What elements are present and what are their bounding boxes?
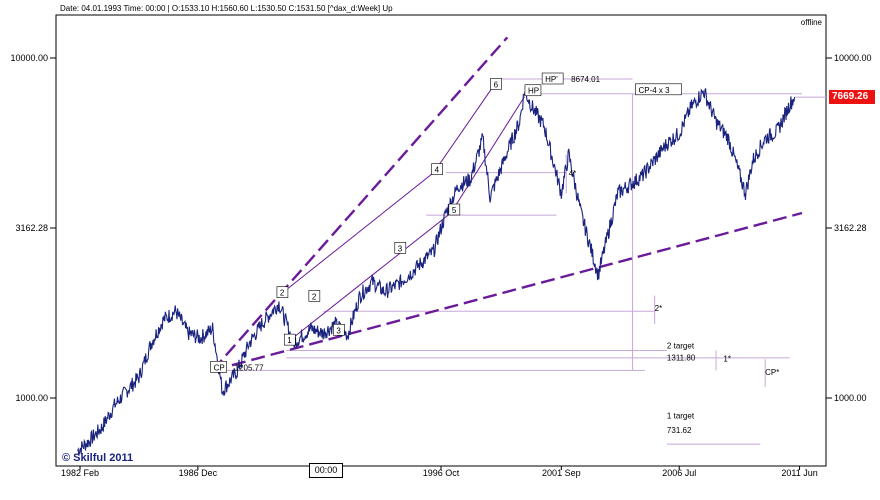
time-marker[interactable]: 00:00 bbox=[309, 463, 343, 478]
annotation-label: 1 target bbox=[667, 412, 695, 421]
wave-labels: CP 1205.77 1 2 2 3 3 4 5 6 HP HP' 8674.01 CP-4 x 3 4* 2… bbox=[210, 72, 779, 435]
wave-label-box bbox=[490, 78, 502, 90]
wave-label-box bbox=[308, 290, 321, 302]
wave-label-box bbox=[276, 286, 289, 298]
wave-label: 1 bbox=[287, 336, 292, 345]
x-tick-label: 1996 Oct bbox=[423, 468, 460, 478]
wave-label: HP' bbox=[545, 75, 558, 84]
wave-label-box bbox=[210, 361, 227, 373]
wave-label-box bbox=[431, 163, 443, 175]
wave-label-box bbox=[333, 323, 345, 336]
y-tick-label-right: 10000.00 bbox=[834, 53, 872, 63]
wave-label: 2 bbox=[312, 292, 317, 301]
wave-label-box bbox=[448, 203, 461, 216]
wave-label-value: 1205.77 bbox=[235, 363, 264, 372]
wave-label: CP bbox=[214, 363, 225, 372]
x-tick-label: 1986 Dec bbox=[179, 468, 218, 478]
annotation-label: 731.62 bbox=[667, 426, 692, 435]
x-tick-label: 2011 Jun bbox=[781, 468, 817, 478]
y-tick-label-right: 3162.28 bbox=[834, 223, 867, 233]
wave-label: 5 bbox=[452, 206, 457, 215]
wave-label-box bbox=[283, 333, 296, 346]
y-tick-label-left: 1000.00 bbox=[15, 393, 48, 403]
chart-header-info: Date: 04.01.1993 Time: 00:00 | O:1533.10… bbox=[60, 4, 393, 13]
chart-frame bbox=[55, 14, 827, 467]
wave-label-box bbox=[635, 83, 682, 96]
current-price-badge: 7669.26 bbox=[829, 90, 875, 104]
wave-label: 6 bbox=[494, 80, 499, 89]
annotation-label: 2* bbox=[655, 304, 663, 313]
x-tick-label: 2001 Sep bbox=[542, 468, 581, 478]
annotation-label: 2 target bbox=[667, 341, 695, 350]
wave-label: 2 bbox=[280, 289, 285, 298]
trendline-upper bbox=[211, 36, 509, 372]
wave-label-box bbox=[524, 84, 542, 97]
wave-label: 4 bbox=[435, 166, 440, 175]
y-tick-label-left: 3162.28 bbox=[15, 223, 48, 233]
connection-status: offline bbox=[800, 18, 822, 27]
wave-label-box bbox=[394, 242, 407, 254]
price-line bbox=[76, 87, 796, 456]
annotation-label: 1* bbox=[723, 355, 731, 364]
annotation-label: 1311.80 bbox=[667, 353, 696, 362]
annotation-label: CP* bbox=[765, 368, 779, 377]
y-tick-label-right: 1000.00 bbox=[834, 393, 867, 403]
wave-label: CP-4 x 3 bbox=[638, 86, 670, 95]
wave-label: HP bbox=[528, 87, 539, 96]
wave-label-value: 8674.01 bbox=[571, 75, 600, 84]
watermark: © Skilful 2011 bbox=[62, 452, 134, 464]
x-tick-label: 2006 Jul bbox=[662, 468, 696, 478]
x-tick-label: 1982 Feb bbox=[61, 468, 99, 478]
wave-label: 3 bbox=[336, 326, 341, 335]
price-series bbox=[76, 87, 796, 456]
y-tick-label-left: 10000.00 bbox=[10, 53, 48, 63]
wave-label-box bbox=[541, 72, 564, 85]
trendline-lower bbox=[212, 211, 803, 372]
axis-labels: 10000.003162.281000.0010000.003162.28100… bbox=[10, 53, 871, 478]
annotation-label: 4* bbox=[569, 169, 577, 178]
wave-label: 3 bbox=[398, 244, 403, 253]
